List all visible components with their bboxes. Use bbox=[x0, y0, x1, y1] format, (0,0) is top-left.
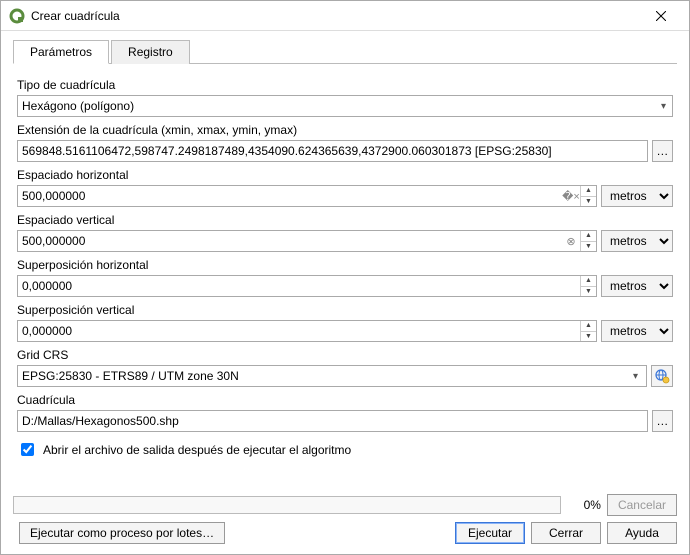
grid-type-select[interactable]: Hexágono (polígono) ▾ bbox=[17, 95, 673, 117]
output-path-input[interactable] bbox=[17, 410, 648, 432]
clear-icon[interactable]: ⊗ bbox=[562, 231, 580, 251]
chevron-down-icon: ▾ bbox=[629, 371, 642, 382]
voverlap-stepper[interactable]: ▲▼ bbox=[580, 321, 596, 341]
vspacing-spinbox[interactable]: ⊗ ▲▼ bbox=[17, 230, 597, 252]
output-picker-button[interactable]: … bbox=[652, 410, 673, 432]
cancel-button[interactable]: Cancelar bbox=[607, 494, 677, 516]
voverlap-spinbox[interactable]: ▲▼ bbox=[17, 320, 597, 342]
parameters-form: Tipo de cuadrícula Hexágono (polígono) ▾… bbox=[13, 64, 677, 488]
label-hspacing: Espaciado horizontal bbox=[17, 168, 673, 182]
dialog-window: Crear cuadrícula Parámetros Registro Tip… bbox=[0, 0, 690, 555]
hspacing-spinbox[interactable]: �× ▲▼ bbox=[17, 185, 597, 207]
voverlap-unit-select[interactable]: metros bbox=[601, 320, 673, 342]
window-title: Crear cuadrícula bbox=[31, 9, 641, 23]
globe-icon bbox=[654, 368, 670, 384]
voverlap-input[interactable] bbox=[18, 321, 580, 341]
crs-select[interactable]: EPSG:25830 - ETRS89 / UTM zone 30N ▾ bbox=[17, 365, 647, 387]
label-crs: Grid CRS bbox=[17, 348, 673, 362]
hoverlap-spinbox[interactable]: ▲▼ bbox=[17, 275, 597, 297]
hoverlap-unit-select[interactable]: metros bbox=[601, 275, 673, 297]
content-area: Parámetros Registro Tipo de cuadrícula H… bbox=[1, 31, 689, 488]
close-icon bbox=[656, 11, 666, 21]
close-button[interactable] bbox=[641, 2, 681, 30]
vspacing-input[interactable] bbox=[18, 231, 562, 251]
hspacing-stepper[interactable]: ▲▼ bbox=[580, 186, 596, 206]
label-voverlap: Superposición vertical bbox=[17, 303, 673, 317]
tab-parameters[interactable]: Parámetros bbox=[13, 40, 109, 64]
close-dialog-button[interactable]: Cerrar bbox=[531, 522, 601, 544]
qgis-icon bbox=[9, 8, 25, 24]
open-after-label: Abrir el archivo de salida después de ej… bbox=[43, 443, 351, 457]
grid-type-value: Hexágono (polígono) bbox=[22, 99, 134, 113]
label-hoverlap: Superposición horizontal bbox=[17, 258, 673, 272]
hspacing-unit-select[interactable]: metros bbox=[601, 185, 673, 207]
help-button[interactable]: Ayuda bbox=[607, 522, 677, 544]
tab-log[interactable]: Registro bbox=[111, 40, 190, 64]
label-vspacing: Espaciado vertical bbox=[17, 213, 673, 227]
progress-percent: 0% bbox=[567, 498, 601, 512]
tab-bar: Parámetros Registro bbox=[13, 39, 677, 64]
crs-picker-button[interactable] bbox=[651, 365, 673, 387]
label-output: Cuadrícula bbox=[17, 393, 673, 407]
open-after-checkbox[interactable] bbox=[21, 443, 34, 456]
bottom-bar: 0% Cancelar Ejecutar como proceso por lo… bbox=[1, 488, 689, 554]
run-button[interactable]: Ejecutar bbox=[455, 522, 525, 544]
hspacing-input[interactable] bbox=[18, 186, 562, 206]
hoverlap-stepper[interactable]: ▲▼ bbox=[580, 276, 596, 296]
progress-bar bbox=[13, 496, 561, 514]
extent-picker-button[interactable]: … bbox=[652, 140, 673, 162]
label-grid-type: Tipo de cuadrícula bbox=[17, 78, 673, 92]
vspacing-stepper[interactable]: ▲▼ bbox=[580, 231, 596, 251]
vspacing-unit-select[interactable]: metros bbox=[601, 230, 673, 252]
chevron-down-icon: ▾ bbox=[657, 101, 670, 112]
crs-value: EPSG:25830 - ETRS89 / UTM zone 30N bbox=[22, 369, 239, 383]
label-extent: Extensión de la cuadrícula (xmin, xmax, … bbox=[17, 123, 673, 137]
clear-icon[interactable]: �× bbox=[562, 186, 580, 206]
extent-input[interactable] bbox=[17, 140, 648, 162]
hoverlap-input[interactable] bbox=[18, 276, 580, 296]
titlebar: Crear cuadrícula bbox=[1, 1, 689, 31]
run-as-batch-button[interactable]: Ejecutar como proceso por lotes… bbox=[19, 522, 225, 544]
